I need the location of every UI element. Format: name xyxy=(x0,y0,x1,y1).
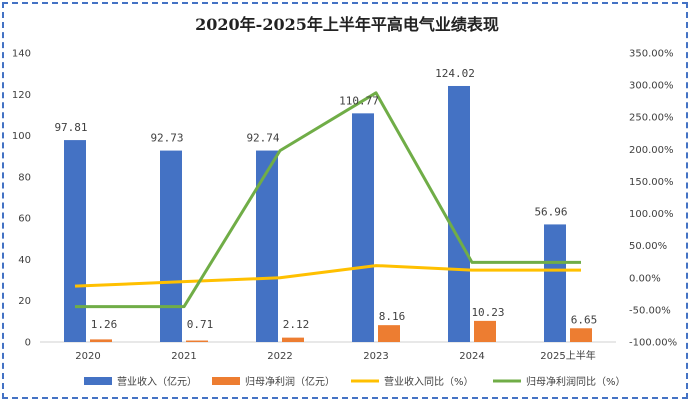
net-profit-data-label: 6.65 xyxy=(571,313,598,326)
data-labels: 97.81 92.73 92.74 110.77 124.02 56.96 1.26 0.71… xyxy=(54,67,597,331)
revenue-data-label: 124.02 xyxy=(435,67,475,80)
y-left-tick-label: 0 xyxy=(25,338,31,349)
revenue-data-label: 92.74 xyxy=(246,132,279,145)
lines xyxy=(74,91,581,309)
legend: 营业收入（亿元） 归母净利润（亿元） 营业收入同比（%） 归母净利润同比（%） xyxy=(84,375,626,388)
net-profit-bar xyxy=(570,328,592,342)
net-profit-yoy-line xyxy=(75,91,581,309)
legend-label: 归母净利润同比（%） xyxy=(526,375,626,388)
revenue-yoy-line xyxy=(74,264,581,288)
net-profit-data-label: 2.12 xyxy=(283,318,310,331)
bars xyxy=(64,85,592,342)
y-right-tick-label: 200.00% xyxy=(629,145,674,156)
revenue-bar xyxy=(448,85,470,342)
y-left-tick-label: 60 xyxy=(18,214,31,225)
net-profit-bar xyxy=(90,339,112,342)
net-profit-data-label: 1.26 xyxy=(91,318,118,331)
revenue-bar xyxy=(256,150,278,342)
y-right-tick-label: 0.00% xyxy=(629,273,661,284)
net-profit-bar xyxy=(186,340,208,342)
y-left-tick-label: 40 xyxy=(18,255,31,266)
y-right-tick-label: -50.00% xyxy=(629,305,671,316)
y-right-tick-label: 150.00% xyxy=(629,177,674,188)
axes: 0 20 40 60 80 100 120 140 -100.00% -50.00% 0.00% 50… xyxy=(12,49,677,363)
revenue-bar xyxy=(352,113,374,342)
net-profit-data-label: 10.23 xyxy=(471,306,504,319)
y-right-tick-label: 250.00% xyxy=(629,113,674,124)
net-profit-bar xyxy=(282,337,304,342)
y-left-tick-label: 20 xyxy=(18,296,31,307)
net-profit-data-label: 0.71 xyxy=(187,318,214,331)
y-left-tick-label: 120 xyxy=(12,90,31,101)
legend-swatch xyxy=(212,377,240,385)
x-tick-label: 2024 xyxy=(459,351,484,362)
net-profit-data-label: 8.16 xyxy=(379,310,406,323)
combo-chart: 2020年-2025年上半年平高电气业绩表现 0 20 40 60 80 100 120 14… xyxy=(12,15,677,388)
revenue-bar xyxy=(64,140,86,342)
x-tick-label: 2021 xyxy=(171,351,196,362)
revenue-data-label: 56.96 xyxy=(534,205,567,218)
y-right-tick-label: -100.00% xyxy=(629,338,677,349)
y-right-tick-label: 350.00% xyxy=(629,49,674,60)
y-right-tick-label: 50.00% xyxy=(629,241,667,252)
revenue-data-label: 92.73 xyxy=(150,132,183,145)
revenue-data-label: 97.81 xyxy=(54,121,87,134)
legend-swatch xyxy=(84,377,112,385)
y-left-tick-label: 80 xyxy=(18,172,31,183)
y-left-tick-label: 140 xyxy=(12,49,31,60)
x-tick-label: 2020 xyxy=(75,351,100,362)
legend-label: 营业收入（亿元） xyxy=(117,375,197,388)
y-right-tick-label: 100.00% xyxy=(629,209,674,220)
chart-frame: 2020年-2025年上半年平高电气业绩表现 0 20 40 60 80 100 120 14… xyxy=(2,2,688,399)
net-profit-bar xyxy=(474,320,496,342)
x-tick-label: 2023 xyxy=(363,351,388,362)
revenue-bar xyxy=(544,224,566,342)
revenue-bar xyxy=(160,150,182,342)
net-profit-bar xyxy=(378,325,400,342)
y-right-tick-label: 300.00% xyxy=(629,81,674,92)
chart-title: 2020年-2025年上半年平高电气业绩表现 xyxy=(195,15,499,34)
legend-label: 归母净利润（亿元） xyxy=(245,375,335,388)
legend-label: 营业收入同比（%） xyxy=(384,375,474,388)
x-tick-label: 2022 xyxy=(267,351,292,362)
x-tick-label: 2025上半年 xyxy=(540,349,595,362)
y-left-tick-label: 100 xyxy=(12,131,31,142)
revenue-data-label: 110.77 xyxy=(339,94,379,107)
